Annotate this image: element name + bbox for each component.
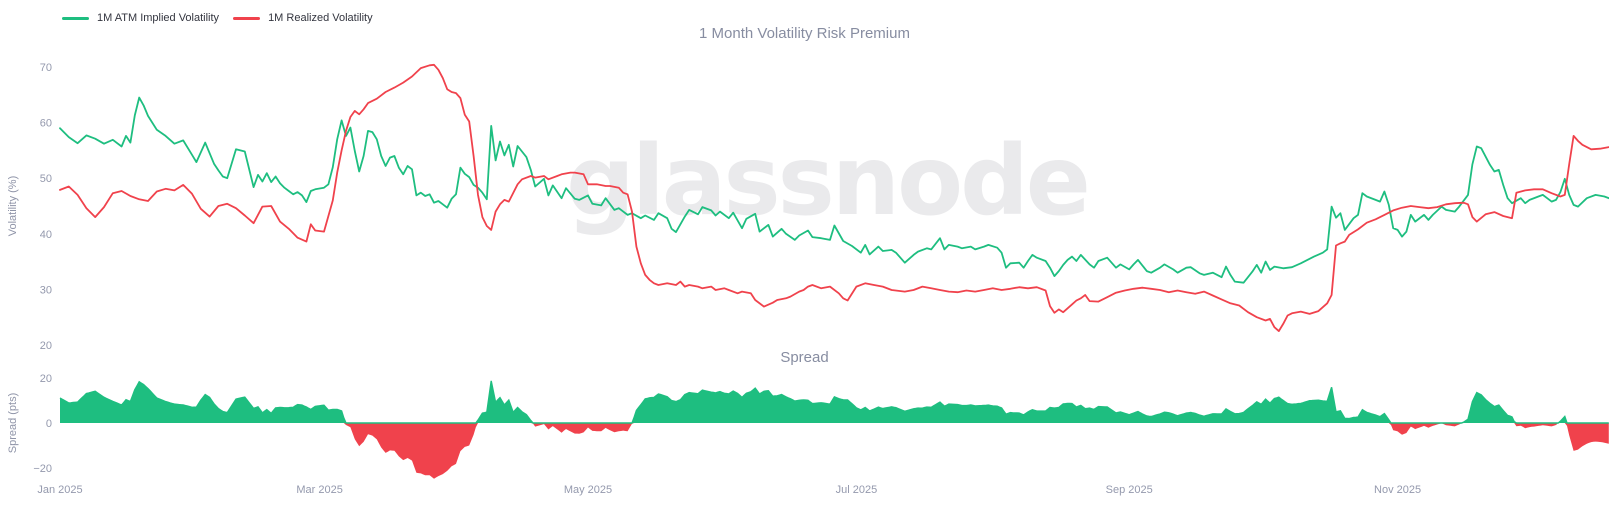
realized-volatility-swatch-icon — [233, 16, 261, 20]
svg-text:20: 20 — [40, 340, 52, 352]
chart-title: 1 Month Volatility Risk Premium — [699, 25, 910, 42]
svg-text:Sep 2025: Sep 2025 — [1106, 484, 1153, 496]
spread-subtitle: Spread — [780, 349, 829, 366]
legend-item-implied-volatility[interactable]: 1M ATM Implied Volatility — [62, 12, 219, 24]
implied-volatility-swatch-icon — [62, 16, 89, 20]
svg-text:Nov 2025: Nov 2025 — [1374, 484, 1421, 496]
svg-text:50: 50 — [40, 173, 52, 185]
legend-label: 1M ATM Implied Volatility — [97, 12, 220, 24]
svg-text:Jan 2025: Jan 2025 — [37, 484, 82, 496]
spread-negative-area — [60, 423, 1609, 479]
svg-text:Jul 2025: Jul 2025 — [836, 484, 878, 496]
svg-text:May 2025: May 2025 — [564, 484, 612, 496]
svg-text:40: 40 — [40, 229, 52, 241]
svg-text:30: 30 — [40, 284, 52, 296]
svg-text:20: 20 — [40, 373, 52, 385]
spread-zero-line — [59, 380, 1609, 424]
svg-text:60: 60 — [40, 118, 52, 130]
spread-axis-label: Spread (pts) — [7, 393, 19, 454]
spread-positive-area — [60, 380, 1609, 423]
svg-text:−20: −20 — [33, 463, 52, 475]
legend-label: 1M Realized Volatility — [268, 12, 373, 24]
svg-text:Mar 2025: Mar 2025 — [296, 484, 342, 496]
axis-ticks: 70 60 50 40 30 20 20 0 −20 Jan 2025 Mar 2025 May 20… — [33, 62, 1421, 496]
svg-text:70: 70 — [40, 62, 52, 74]
legend: 1M ATM Implied Volatility 1M Realized Vo… — [62, 12, 373, 24]
realized-volatility-line — [59, 63, 1609, 332]
legend-item-realized-volatility[interactable]: 1M Realized Volatility — [233, 12, 373, 24]
volatility-axis-label: Volatility (%) — [7, 176, 19, 237]
implied-volatility-line — [59, 96, 1609, 284]
glassnode-watermark: glassnode — [566, 125, 1088, 237]
svg-text:0: 0 — [46, 418, 52, 430]
series-layer — [59, 63, 1609, 479]
